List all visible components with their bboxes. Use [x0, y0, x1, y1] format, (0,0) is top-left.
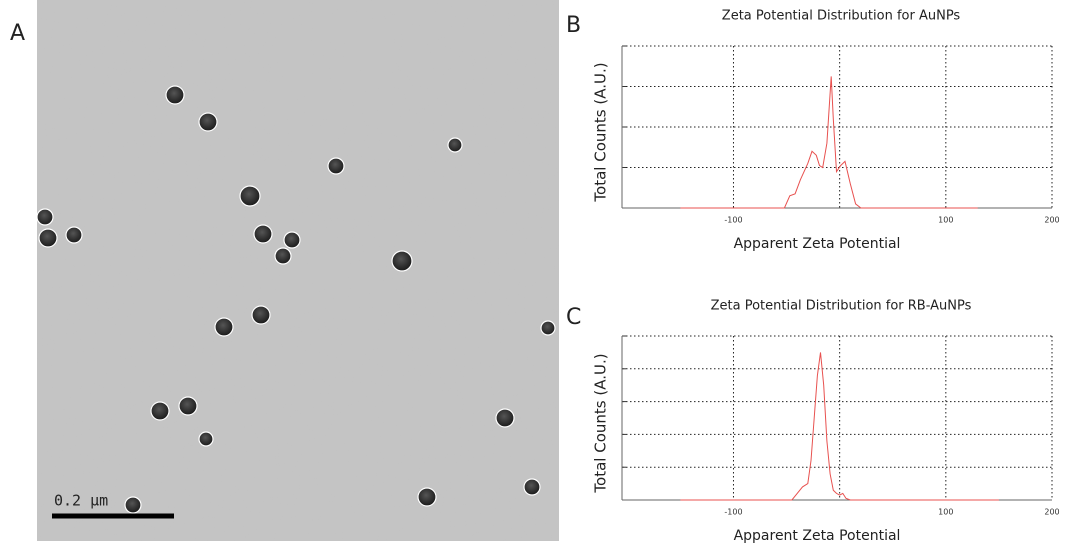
chart-title: Zeta Potential Distribution for AuNPs — [722, 9, 961, 24]
x-axis-label: Apparent Zeta Potential — [734, 236, 901, 252]
data-line — [680, 76, 978, 209]
x-tick-label: 200 — [1044, 508, 1059, 517]
y-axis-label: Total Counts (A.U.) — [592, 353, 610, 493]
x-tick-label: -100 — [724, 508, 742, 517]
panel-label: A — [10, 21, 25, 46]
x-tick-label: -100 — [724, 216, 742, 225]
panel-label: C — [566, 305, 581, 330]
tem-image: 0.2 µm — [36, 0, 559, 541]
y-axis-label: Total Counts (A.U.) — [592, 62, 610, 202]
panel-label: B — [566, 13, 581, 38]
x-tick-label: 200 — [1044, 216, 1059, 225]
scale-bar-label: 0.2 µm — [54, 492, 108, 510]
x-axis-label: Apparent Zeta Potential — [734, 528, 901, 544]
x-tick-label: 100 — [938, 216, 953, 225]
x-tick-label: 100 — [938, 508, 953, 517]
chart-title: Zeta Potential Distribution for RB-AuNPs — [711, 299, 972, 314]
data-line — [680, 352, 999, 501]
